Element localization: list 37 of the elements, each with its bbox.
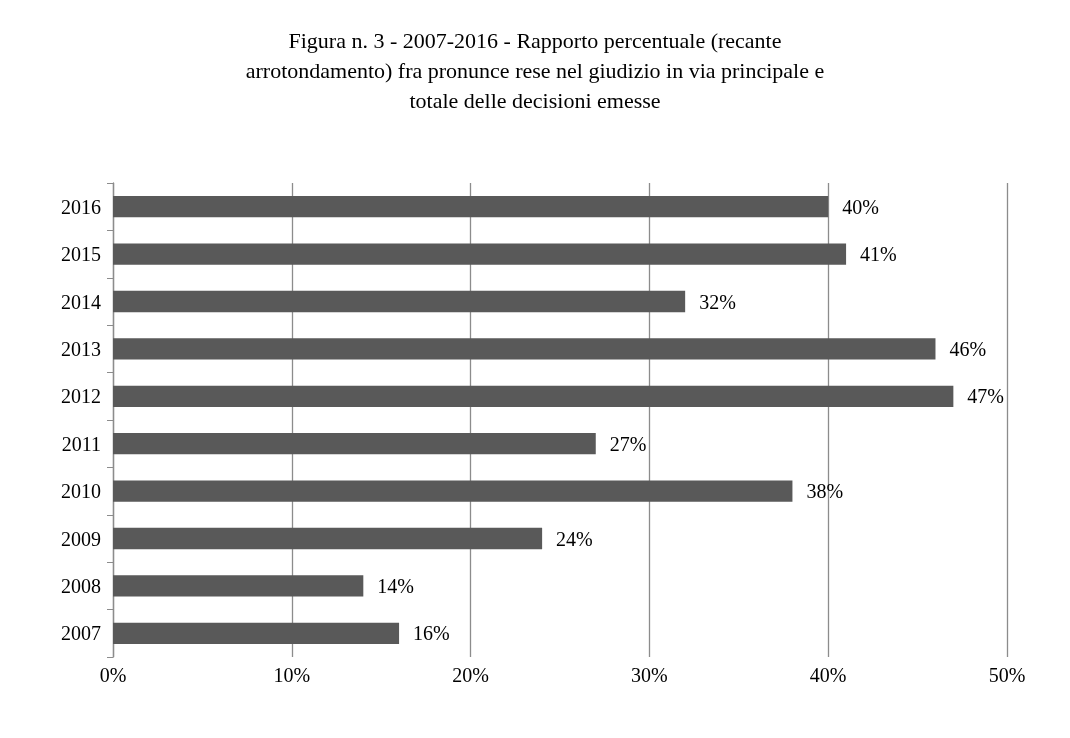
- data-label: 40%: [842, 195, 879, 218]
- data-label: 41%: [860, 243, 897, 266]
- chart-title: Figura n. 3 - 2007-2016 - Rapporto percentuale (recante arrotondamento) fra pronunce rese nel giudizio in via principale e totale delle decisioni emesse: [245, 27, 825, 113]
- bar: [113, 290, 686, 313]
- y-tick-label: 2010: [61, 480, 101, 503]
- data-label: 27%: [609, 432, 647, 455]
- data-label: 38%: [806, 480, 844, 503]
- data-label: 47%: [967, 385, 1005, 408]
- y-tick-label: 2012: [61, 385, 101, 408]
- bar: [113, 433, 596, 455]
- bar: [113, 338, 936, 360]
- data-label: 46%: [949, 337, 987, 360]
- x-tick-label: 40%: [809, 664, 847, 686]
- bar: [113, 385, 954, 407]
- y-tick-label: 2016: [61, 195, 101, 218]
- x-tick-label: 10%: [273, 664, 311, 686]
- bar: [113, 480, 793, 502]
- x-tick-label: 0%: [99, 664, 127, 686]
- y-tick-label: 2013: [61, 337, 101, 360]
- bar: [113, 575, 364, 597]
- bar: [113, 527, 543, 550]
- y-tick-label: 2011: [61, 432, 101, 455]
- bar: [113, 243, 847, 265]
- x-tick-label: 50%: [988, 664, 1026, 686]
- y-tick-label: 2014: [61, 290, 101, 313]
- data-label: 16%: [413, 622, 450, 645]
- y-tick-label: 2015: [61, 243, 101, 266]
- bar: [113, 622, 400, 644]
- y-tick-label: 2007: [61, 622, 101, 645]
- y-tick-label: 2008: [61, 574, 101, 597]
- y-tick-label: 2009: [61, 527, 101, 550]
- x-tick-label: 20%: [452, 664, 489, 686]
- x-tick-label: 30%: [631, 664, 668, 686]
- bar: [113, 196, 829, 218]
- data-label: 32%: [699, 290, 736, 313]
- data-label: 14%: [377, 574, 414, 597]
- data-label: 24%: [556, 527, 593, 550]
